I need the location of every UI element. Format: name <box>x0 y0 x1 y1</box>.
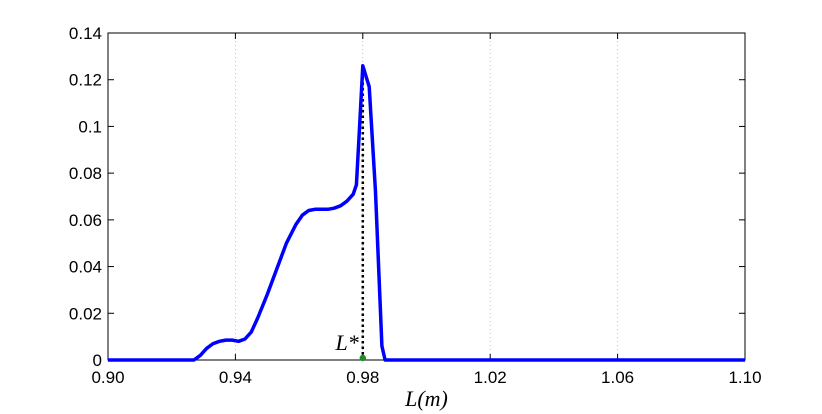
y-tick-label: 0.14 <box>69 24 102 43</box>
plot-frame <box>107 32 746 361</box>
annotation-label-l-star: L* <box>335 330 359 355</box>
x-axis-label: L(m) <box>404 386 448 411</box>
y-tick-label: 0.06 <box>69 211 102 230</box>
x-tick-label: 0.94 <box>219 368 252 387</box>
ticks-layer: 0.90 0.94 0.98 1.02 1.06 1.10 0 0.02 0.04 0.06 0.0… <box>69 24 762 387</box>
annotation-layer <box>359 65 366 362</box>
y-tick-label: 0 <box>93 351 102 370</box>
y-tick-label: 0.1 <box>78 117 102 136</box>
x-tick-label: 0.90 <box>91 368 124 387</box>
x-tick-label: 1.10 <box>728 368 761 387</box>
y-tick-label: 0.08 <box>69 164 102 183</box>
y-tick-label: 0.12 <box>69 71 102 90</box>
y-tick-label: 0.02 <box>69 304 102 323</box>
y-tick-label: 0.04 <box>69 258 102 277</box>
x-tick-label: 1.02 <box>474 368 507 387</box>
x-tick-label: 1.06 <box>601 368 634 387</box>
annotation-marker <box>359 354 366 362</box>
series-layer <box>108 63 745 362</box>
series-line <box>108 63 745 362</box>
grid-layer <box>234 33 618 360</box>
x-tick-label: 0.98 <box>346 368 379 387</box>
